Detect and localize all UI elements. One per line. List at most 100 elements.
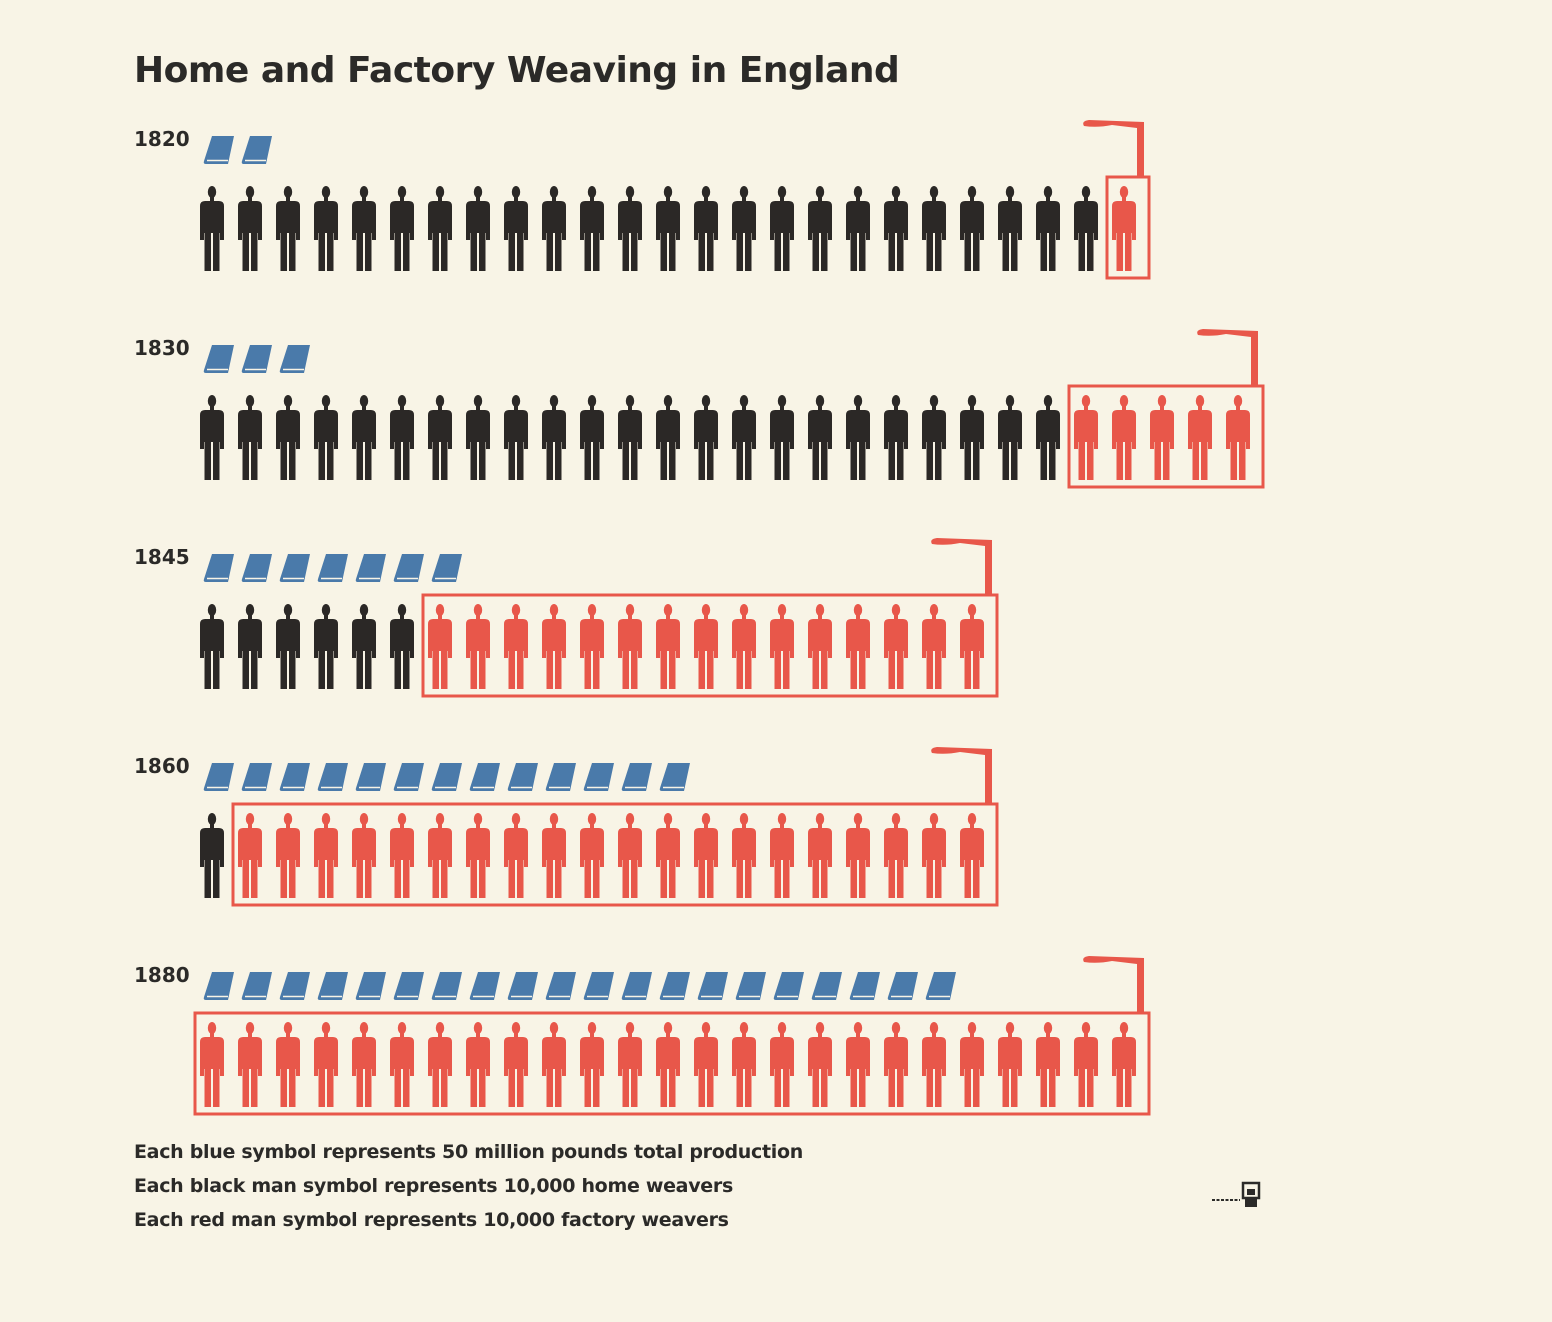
home-weaver-symbol (276, 186, 300, 271)
factory-chimney-icon (931, 538, 992, 595)
row-1830: 1830 (134, 329, 1265, 489)
factory-outline (231, 802, 999, 907)
factory-weaver-symbol (466, 604, 490, 689)
factory-weaver-symbol (1226, 395, 1250, 480)
factory-weaver-symbol (580, 813, 604, 898)
home-weaver-symbol (998, 395, 1022, 480)
cloth-symbol (317, 972, 348, 1000)
factory-weaver-symbol (1112, 186, 1136, 271)
factory-weaver-symbol (314, 813, 338, 898)
factory-weaver-symbol (1036, 1022, 1060, 1107)
factory-weaver-symbol (1188, 395, 1212, 480)
cloth-symbol (279, 345, 310, 373)
legend-cloth: Each blue symbol represents 50 million p… (134, 1141, 803, 1163)
factory-weaver-symbol (694, 1022, 718, 1107)
home-weaver-symbol (542, 395, 566, 480)
row-1880: 1880 (134, 956, 1151, 1116)
cloth-symbol (507, 763, 538, 791)
year-label-1880: 1880 (134, 963, 190, 987)
factory-weaver-symbol (960, 1022, 984, 1107)
home-weaver-symbol (238, 604, 262, 689)
cloth-symbol (279, 554, 310, 582)
factory-weaver-symbol (884, 813, 908, 898)
factory-weaver-symbol (922, 813, 946, 898)
home-weaver-symbol (732, 186, 756, 271)
cloth-symbol (241, 972, 272, 1000)
cloth-symbol (393, 763, 424, 791)
home-weaver-symbol (390, 186, 414, 271)
home-weaver-symbol (504, 186, 528, 271)
factory-weaver-symbol (922, 1022, 946, 1107)
home-weaver-symbol (390, 604, 414, 689)
cloth-symbol (431, 972, 462, 1000)
factory-outline (1067, 384, 1265, 489)
home-weaver-symbol (200, 395, 224, 480)
home-weaver-symbol (618, 395, 642, 480)
home-weaver-symbol (694, 395, 718, 480)
factory-weaver-symbol (1112, 395, 1136, 480)
home-weaver-symbol (732, 395, 756, 480)
row-1860: 1860 (134, 747, 999, 907)
factory-weaver-symbol (808, 604, 832, 689)
home-weaver-symbol (884, 186, 908, 271)
home-weaver-symbol (808, 186, 832, 271)
pictogram-chart: 1820 1830 1845 1860 1880 (134, 120, 1265, 1116)
cloth-symbol (925, 972, 956, 1000)
factory-weaver-symbol (618, 813, 642, 898)
home-weaver-symbol (922, 186, 946, 271)
factory-weaver-symbol (1074, 395, 1098, 480)
factory-weaver-symbol (694, 604, 718, 689)
factory-weaver-symbol (656, 813, 680, 898)
factory-weaver-symbol (808, 813, 832, 898)
home-weaver-symbol (466, 395, 490, 480)
factory-weaver-symbol (390, 1022, 414, 1107)
home-weaver-symbol (276, 604, 300, 689)
home-weaver-symbol (314, 604, 338, 689)
factory-weaver-symbol (732, 1022, 756, 1107)
cloth-symbol (393, 972, 424, 1000)
home-weaver-symbol (960, 395, 984, 480)
factory-weaver-symbol (960, 604, 984, 689)
factory-weaver-symbol (770, 604, 794, 689)
factory-weaver-symbol (884, 604, 908, 689)
row-1820: 1820 (134, 120, 1151, 280)
legend-home-weaver: Each black man symbol represents 10,000 … (134, 1175, 733, 1197)
factory-chimney-icon (931, 747, 992, 804)
factory-weaver-symbol (238, 813, 262, 898)
factory-weaver-symbol (732, 604, 756, 689)
cloth-symbol (735, 972, 766, 1000)
cloth-symbol (773, 972, 804, 1000)
factory-weaver-symbol (504, 813, 528, 898)
cloth-symbol (355, 554, 386, 582)
cloth-symbol (431, 554, 462, 582)
home-weaver-symbol (1036, 395, 1060, 480)
home-weaver-symbol (998, 186, 1022, 271)
home-weaver-symbol (238, 186, 262, 271)
factory-weaver-symbol (884, 1022, 908, 1107)
home-weaver-symbol (428, 186, 452, 271)
home-weaver-symbol (200, 186, 224, 271)
cloth-symbol (203, 136, 234, 164)
cloth-symbol (279, 972, 310, 1000)
year-label-1820: 1820 (134, 127, 190, 151)
home-weaver-symbol (1074, 186, 1098, 271)
home-weaver-symbol (694, 186, 718, 271)
home-weaver-symbol (656, 395, 680, 480)
factory-weaver-symbol (352, 813, 376, 898)
home-weaver-symbol (352, 395, 376, 480)
factory-weaver-symbol (770, 1022, 794, 1107)
factory-weaver-symbol (1112, 1022, 1136, 1107)
cloth-symbol (317, 554, 348, 582)
factory-weaver-symbol (618, 604, 642, 689)
cloth-symbol (355, 763, 386, 791)
factory-weaver-symbol (922, 604, 946, 689)
home-weaver-symbol (656, 186, 680, 271)
cloth-symbol (621, 972, 652, 1000)
legend-factory-weaver: Each red man symbol represents 10,000 fa… (134, 1209, 729, 1231)
cloth-symbol (241, 763, 272, 791)
home-weaver-symbol (922, 395, 946, 480)
factory-weaver-symbol (276, 813, 300, 898)
home-weaver-symbol (200, 604, 224, 689)
factory-weaver-symbol (466, 813, 490, 898)
